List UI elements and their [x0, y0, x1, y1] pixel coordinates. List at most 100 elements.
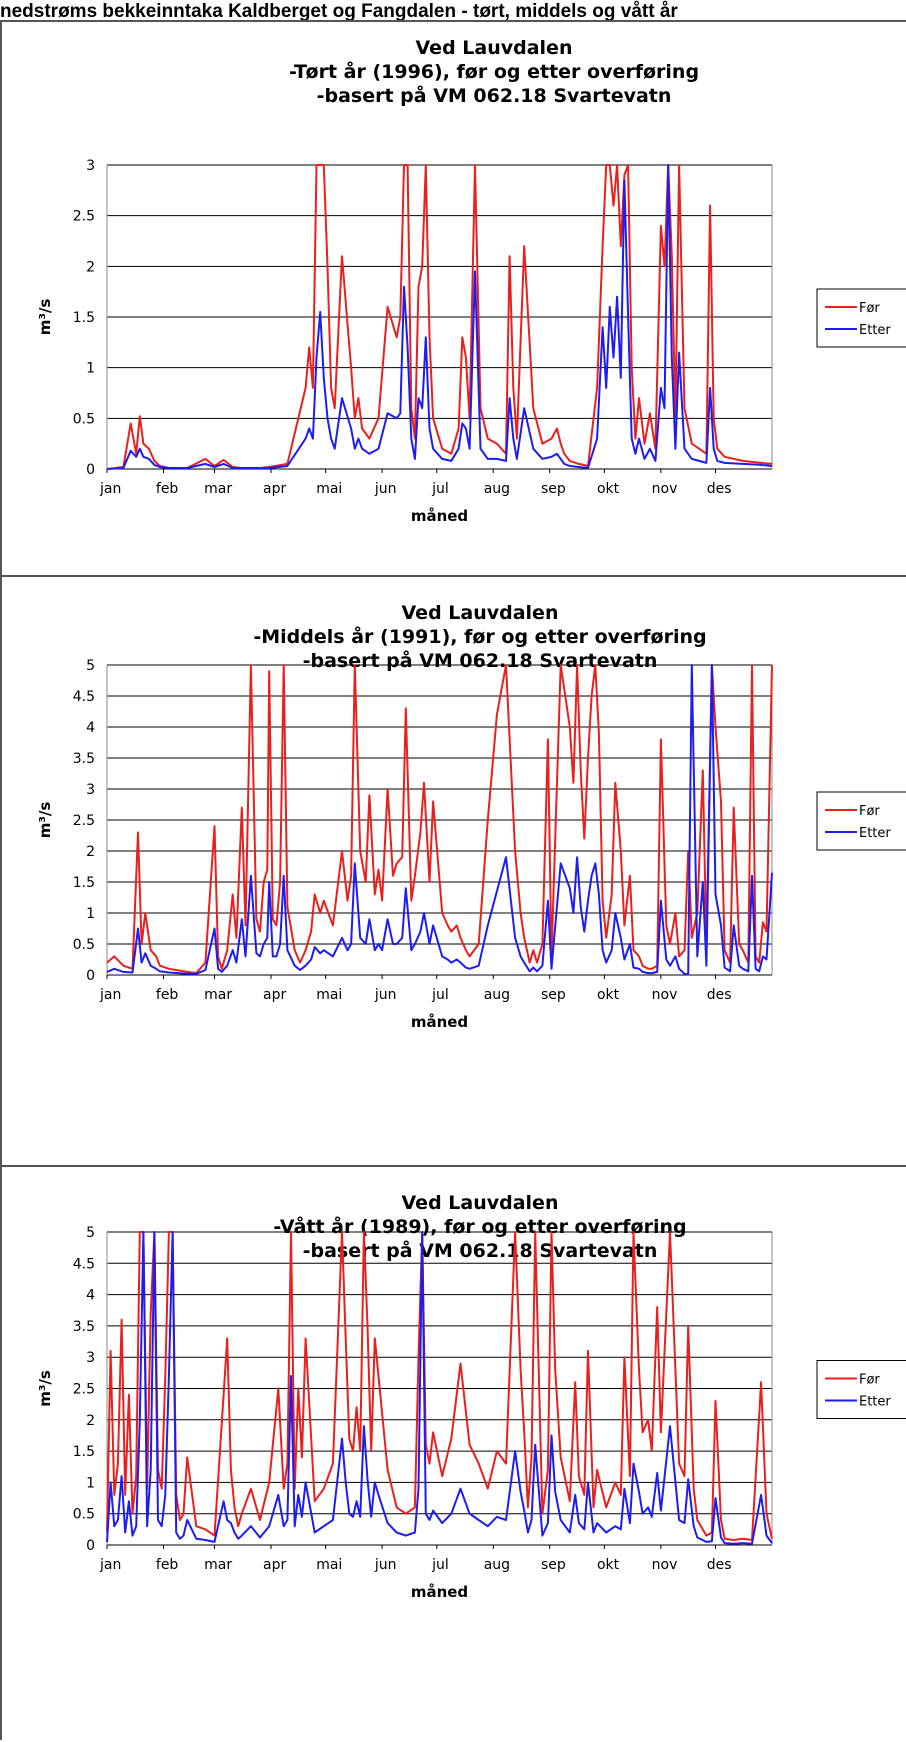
- y-tick-label: 2: [86, 844, 95, 860]
- series-line-for: [106, 664, 773, 975]
- y-tick-label: 0: [86, 462, 95, 478]
- x-tick-label: des: [707, 987, 732, 1003]
- chart-title-line: Ved Lauvdalen: [402, 602, 559, 624]
- x-tick-label: okt: [597, 987, 620, 1003]
- chart-title-line: -basert på VM 062.18 Svartevatn: [317, 83, 672, 107]
- series-line-for: [106, 1231, 773, 1541]
- x-tick-label: jan: [99, 1557, 121, 1573]
- x-tick-label: aug: [484, 481, 510, 497]
- x-tick-label: jan: [99, 481, 121, 497]
- chart-panel-average: Ved Lauvdalen -Middels år (1991), før og…: [0, 575, 906, 1165]
- legend-entry: Før: [859, 301, 880, 316]
- y-tick-label: 3: [86, 1350, 95, 1366]
- x-tick-label: feb: [156, 1557, 179, 1573]
- y-tick-label: 0: [86, 1538, 95, 1554]
- y-tick-label: 1: [86, 1475, 95, 1491]
- legend-entry: Før: [859, 1373, 880, 1388]
- chart-average-year: Ved Lauvdalen -Middels år (1991), før og…: [36, 602, 906, 1031]
- chart-dry-year: Ved Lauvdalen -Tørt år (1996), før og et…: [36, 37, 906, 525]
- legend-entry: Etter: [859, 323, 891, 338]
- x-tick-label: jul: [431, 987, 449, 1003]
- legend-box: [816, 288, 906, 348]
- chart-title-line: -basert på VM 062.18 Svartevatn: [303, 1238, 658, 1262]
- x-tick-label: okt: [597, 481, 620, 497]
- chart-panel-wet: Ved Lauvdalen -Vått år (1989), før og et…: [0, 1165, 906, 1740]
- y-tick-label: 2: [86, 259, 95, 275]
- x-tick-label: nov: [652, 481, 678, 497]
- x-tick-label: sep: [541, 1557, 566, 1573]
- chart-title-line: -Tørt år (1996), før og etter overføring: [289, 59, 699, 83]
- y-tick-label: 4: [86, 1288, 95, 1304]
- chart-wet-year: Ved Lauvdalen -Vått år (1989), før og et…: [36, 1192, 906, 1601]
- x-tick-label: mai: [316, 481, 342, 497]
- x-tick-label: sep: [541, 481, 566, 497]
- legend-entry: Før: [859, 804, 880, 819]
- legend-box: [816, 1360, 906, 1419]
- chart-title-line: Ved Lauvdalen: [402, 1192, 559, 1214]
- series-line-etter: [106, 164, 773, 470]
- y-tick-label: 4: [86, 720, 95, 736]
- x-tick-label: jun: [374, 987, 397, 1003]
- legend-entry: Etter: [859, 1395, 891, 1410]
- x-axis-label: måned: [411, 1583, 468, 1601]
- y-tick-label: 1: [86, 361, 95, 377]
- y-tick-label: 2.5: [73, 813, 95, 829]
- chart-panel-dry: Ved Lauvdalen -Tørt år (1996), før og et…: [0, 20, 906, 575]
- chart-title-line: Ved Lauvdalen: [416, 37, 573, 59]
- y-tick-label: 4.5: [73, 689, 95, 705]
- chart-title-line: -Middels år (1991), før og etter overfør…: [253, 624, 706, 648]
- x-tick-label: aug: [484, 1557, 510, 1573]
- chart-title-line: -Vått år (1989), før og etter overføring: [273, 1214, 686, 1238]
- chart-title-line: -basert på VM 062.18 Svartevatn: [303, 648, 658, 672]
- x-tick-label: feb: [156, 481, 179, 497]
- y-tick-label: 1.5: [73, 310, 95, 326]
- legend-box: [816, 791, 906, 851]
- x-tick-label: mar: [204, 987, 232, 1003]
- y-tick-label: 1.5: [73, 875, 95, 891]
- y-tick-label: 3.5: [73, 751, 95, 767]
- x-tick-label: jun: [374, 1557, 397, 1573]
- y-axis-label: m³/s: [36, 802, 54, 839]
- y-tick-label: 0.5: [73, 1507, 95, 1523]
- y-tick-label: 3: [86, 158, 95, 174]
- y-tick-label: 5: [86, 658, 95, 674]
- page-header-text: nedstrøms bekkeinntaka Kaldberget og Fan…: [0, 1, 678, 22]
- x-tick-label: jul: [431, 481, 449, 497]
- y-tick-label: 3.5: [73, 1319, 95, 1335]
- x-tick-label: apr: [263, 987, 286, 1003]
- x-axis-label: måned: [411, 1013, 468, 1031]
- y-tick-label: 2.5: [73, 1382, 95, 1398]
- x-tick-label: aug: [484, 987, 510, 1003]
- x-tick-label: mai: [316, 987, 342, 1003]
- x-tick-label: des: [707, 1557, 732, 1573]
- x-tick-label: des: [707, 481, 732, 497]
- x-tick-label: nov: [652, 1557, 678, 1573]
- y-tick-label: 3: [86, 782, 95, 798]
- y-tick-label: 0.5: [73, 411, 95, 427]
- y-axis-label: m³/s: [36, 1370, 54, 1407]
- x-tick-label: okt: [597, 1557, 620, 1573]
- y-tick-label: 1: [86, 906, 95, 922]
- y-axis-label: m³/s: [36, 299, 54, 336]
- y-tick-label: 2.5: [73, 209, 95, 225]
- x-tick-label: jun: [374, 481, 397, 497]
- x-axis-label: måned: [411, 507, 468, 525]
- y-tick-label: 4.5: [73, 1256, 95, 1272]
- y-tick-label: 1.5: [73, 1444, 95, 1460]
- x-tick-label: nov: [652, 987, 678, 1003]
- series-line-etter: [106, 1231, 773, 1545]
- x-tick-label: feb: [156, 987, 179, 1003]
- y-tick-label: 0.5: [73, 937, 95, 953]
- x-tick-label: apr: [263, 481, 286, 497]
- y-tick-label: 0: [86, 968, 95, 984]
- x-tick-label: mai: [316, 1557, 342, 1573]
- x-tick-label: jan: [99, 987, 121, 1003]
- x-tick-label: mar: [204, 481, 232, 497]
- x-tick-label: mar: [204, 1557, 232, 1573]
- y-tick-label: 2: [86, 1413, 95, 1429]
- series-line-etter: [106, 664, 773, 976]
- page-header: nedstrøms bekkeinntaka Kaldberget og Fan…: [0, 0, 906, 28]
- legend-entry: Etter: [859, 826, 891, 841]
- x-tick-label: sep: [541, 987, 566, 1003]
- x-tick-label: jul: [431, 1557, 449, 1573]
